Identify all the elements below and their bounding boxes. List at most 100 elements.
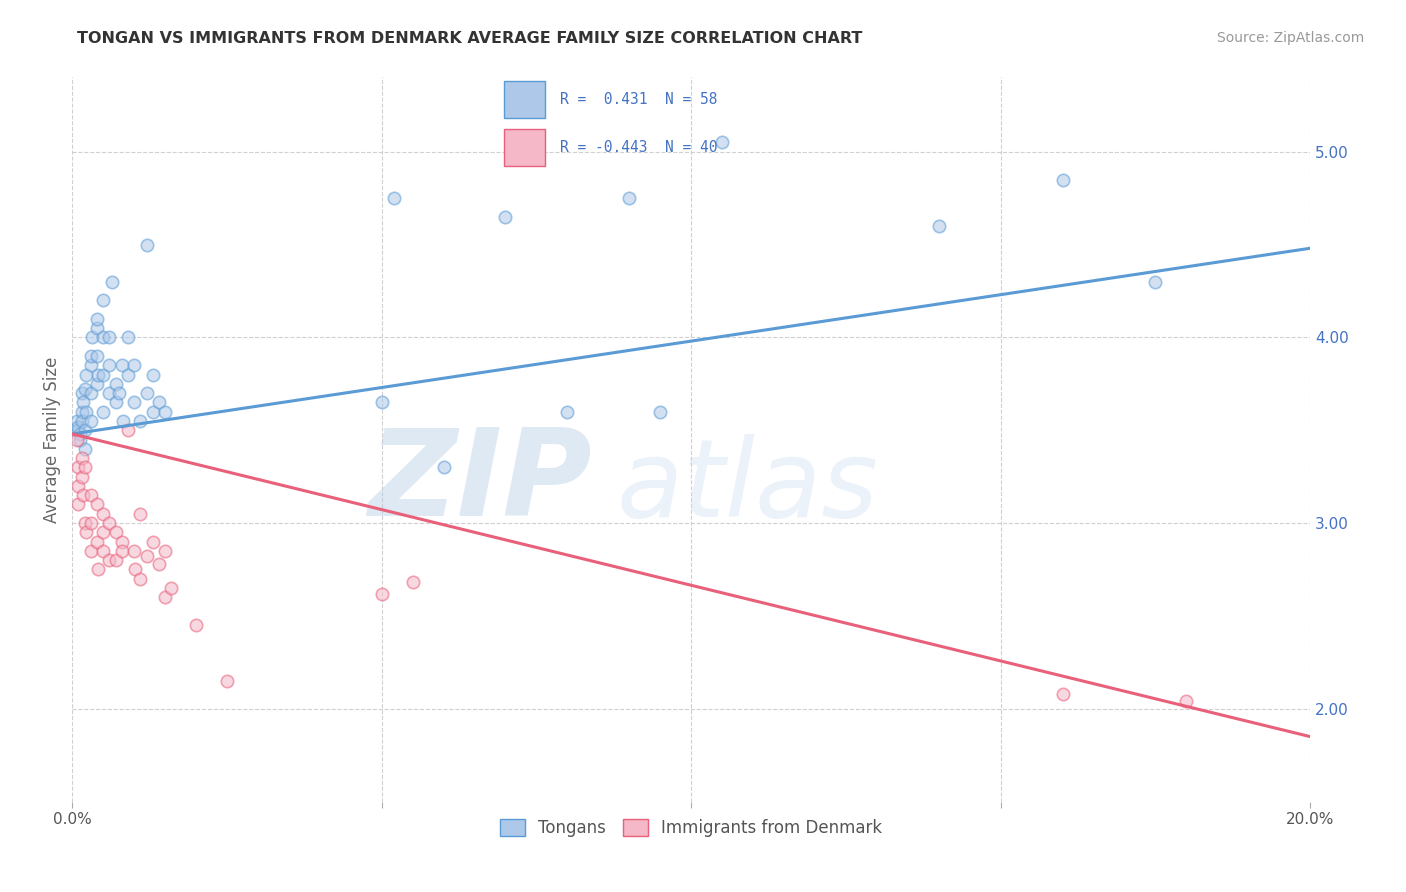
Point — [129, 414, 152, 428]
Point — [70, 469, 93, 483]
Point — [401, 575, 423, 590]
Bar — [505, 128, 544, 166]
Point — [87, 368, 110, 382]
Text: Source: ZipAtlas.com: Source: ZipAtlas.com — [1216, 31, 1364, 45]
Point — [142, 368, 165, 382]
Point — [111, 534, 134, 549]
Point — [72, 488, 94, 502]
Point — [98, 516, 121, 530]
Point — [557, 404, 579, 418]
Point — [117, 330, 139, 344]
Point — [370, 586, 392, 600]
Point — [104, 376, 127, 391]
Point — [382, 191, 405, 205]
Point — [67, 419, 90, 434]
Point — [91, 293, 114, 308]
Point — [98, 386, 121, 401]
Point — [153, 544, 176, 558]
Point — [86, 349, 108, 363]
Text: atlas: atlas — [617, 434, 879, 539]
Point — [98, 358, 121, 372]
Point — [91, 525, 114, 540]
Point — [91, 330, 114, 344]
Point — [432, 460, 454, 475]
Point — [184, 618, 207, 632]
Point — [101, 275, 124, 289]
Point — [117, 423, 139, 437]
Point — [619, 191, 641, 205]
Y-axis label: Average Family Size: Average Family Size — [44, 356, 60, 523]
Point — [711, 136, 734, 150]
Point — [86, 311, 108, 326]
Point — [129, 507, 152, 521]
Point — [142, 404, 165, 418]
Point — [495, 210, 517, 224]
Point — [91, 404, 114, 418]
Point — [66, 423, 89, 437]
Point — [124, 562, 146, 576]
Point — [135, 549, 157, 564]
Point — [72, 395, 94, 409]
Text: TONGAN VS IMMIGRANTS FROM DENMARK AVERAGE FAMILY SIZE CORRELATION CHART: TONGAN VS IMMIGRANTS FROM DENMARK AVERAG… — [77, 31, 863, 46]
Point — [80, 386, 103, 401]
Text: R = -0.443  N = 40: R = -0.443 N = 40 — [560, 140, 717, 155]
Point — [370, 395, 392, 409]
Point — [1175, 694, 1198, 708]
Point — [107, 386, 129, 401]
Point — [215, 673, 238, 688]
Point — [1052, 172, 1074, 186]
Point — [1144, 275, 1167, 289]
Point — [98, 330, 121, 344]
Point — [122, 395, 145, 409]
Point — [80, 488, 103, 502]
Point — [80, 330, 103, 344]
Point — [80, 414, 103, 428]
Point — [75, 525, 97, 540]
Point — [73, 442, 96, 456]
Point — [73, 383, 96, 397]
Point — [70, 386, 93, 401]
Point — [1052, 687, 1074, 701]
Point — [66, 433, 89, 447]
Point — [111, 414, 134, 428]
Point — [73, 423, 96, 437]
Point — [135, 386, 157, 401]
Point — [122, 544, 145, 558]
Point — [153, 404, 176, 418]
Point — [66, 414, 89, 428]
Point — [91, 544, 114, 558]
Point — [80, 358, 103, 372]
Point — [80, 544, 103, 558]
Point — [142, 534, 165, 549]
Point — [69, 426, 91, 441]
Point — [122, 358, 145, 372]
Point — [86, 498, 108, 512]
Point — [650, 404, 672, 418]
Point — [75, 404, 97, 418]
Point — [111, 544, 134, 558]
Point — [87, 562, 110, 576]
Point — [148, 395, 170, 409]
Point — [91, 368, 114, 382]
Point — [73, 516, 96, 530]
Point — [153, 591, 176, 605]
Point — [148, 557, 170, 571]
Point — [91, 507, 114, 521]
Point — [104, 553, 127, 567]
Point — [73, 460, 96, 475]
Point — [98, 553, 121, 567]
Point — [160, 581, 183, 595]
Point — [86, 534, 108, 549]
Point — [86, 376, 108, 391]
Point — [104, 525, 127, 540]
Point — [80, 516, 103, 530]
Point — [135, 237, 157, 252]
Point — [70, 451, 93, 466]
Text: R =  0.431  N = 58: R = 0.431 N = 58 — [560, 92, 717, 106]
Point — [80, 349, 103, 363]
Point — [75, 368, 97, 382]
Point — [129, 572, 152, 586]
Point — [69, 433, 91, 447]
Point — [86, 321, 108, 335]
Point — [117, 368, 139, 382]
